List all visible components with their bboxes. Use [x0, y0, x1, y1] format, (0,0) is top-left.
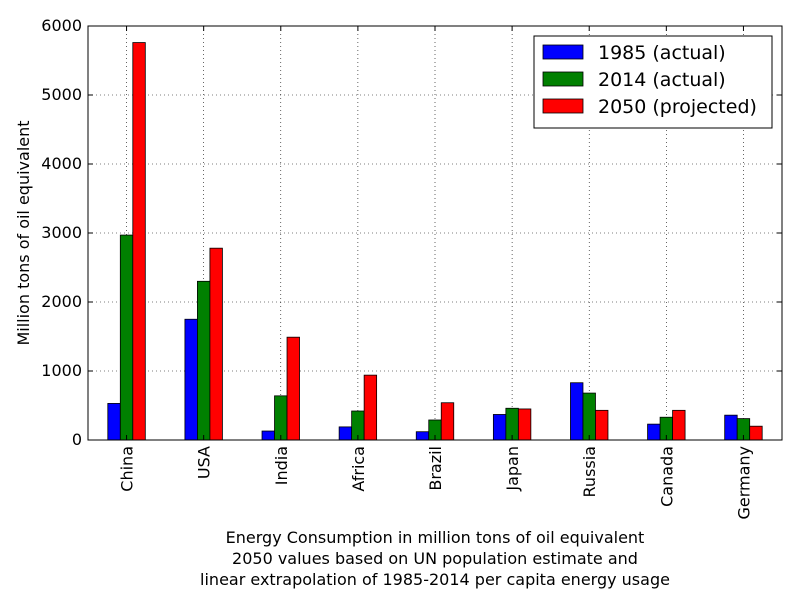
bar-russia-series-1: [570, 382, 584, 441]
x-axis-caption: Energy Consumption in million tons of oi…: [88, 527, 782, 590]
legend-swatch-3: [542, 98, 584, 114]
bar-brazil-series-3: [440, 402, 455, 441]
bar-russia-series-3: [595, 409, 609, 441]
bar-india-series-3: [286, 336, 300, 441]
y-tick-label: 5000: [41, 85, 82, 104]
x-tick-label-india: India: [272, 446, 291, 485]
y-tick-label: 1000: [41, 361, 82, 380]
bar-usa-series-1: [184, 318, 198, 441]
bar-canada-series-3: [672, 409, 686, 441]
x-tick-label-canada: Canada: [657, 446, 676, 507]
bar-germany-series-3: [749, 425, 763, 441]
y-tick-label: 4000: [41, 154, 82, 173]
bar-japan-series-3: [517, 408, 532, 441]
x-tick-label-germany: Germany: [734, 446, 753, 520]
legend: 1985 (actual) 2014 (actual) 2050 (projecte…: [533, 35, 773, 129]
x-axis-caption-line-1: Energy Consumption in million tons of oi…: [225, 528, 645, 547]
bar-usa-series-2: [197, 280, 211, 441]
x-tick-label-brazil: Brazil: [426, 446, 445, 491]
x-tick-label-china: China: [118, 446, 137, 492]
legend-label-1: 1985 (actual): [598, 42, 726, 64]
x-tick-label-russia: Russia: [580, 446, 599, 497]
x-tick-label-africa: Africa: [349, 446, 368, 492]
bar-brazil-series-1: [415, 431, 430, 441]
x-axis-caption-line-2: 2050 values based on UN population estim…: [232, 549, 638, 568]
legend-swatch-1: [542, 44, 584, 60]
bar-canada-series-1: [647, 423, 661, 441]
bar-china-series-3: [132, 42, 146, 441]
bar-china-series-2: [119, 234, 134, 441]
legend-label-2: 2014 (actual): [598, 69, 726, 91]
y-tick-label: 3000: [41, 223, 82, 242]
x-tick-label-usa: USA: [195, 446, 214, 479]
x-axis-caption-line-3: linear extrapolation of 1985-2014 per ca…: [200, 570, 670, 589]
y-tick-label: 0: [72, 430, 82, 449]
bar-india-series-1: [261, 430, 275, 441]
bar-africa-series-1: [338, 426, 353, 441]
bar-russia-series-2: [582, 392, 596, 441]
x-tick-label-japan: Japan: [503, 446, 522, 492]
bar-usa-series-3: [209, 247, 223, 441]
y-axis-label: Million tons of oil equivalent: [14, 120, 33, 345]
legend-swatch-2: [542, 71, 584, 87]
bar-china-series-1: [107, 403, 121, 441]
legend-label-3: 2050 (projected): [598, 96, 757, 118]
bar-india-series-2: [274, 395, 288, 441]
bar-japan-series-1: [492, 414, 507, 441]
y-tick-label: 2000: [41, 292, 82, 311]
bars: [107, 42, 763, 441]
bar-africa-series-3: [363, 374, 378, 441]
bar-germany-series-1: [724, 414, 738, 441]
axes: 0 1000 2000 3000 4000 5000 6000 China USA India Af…: [41, 16, 783, 520]
y-tick-label: 6000: [41, 16, 82, 35]
